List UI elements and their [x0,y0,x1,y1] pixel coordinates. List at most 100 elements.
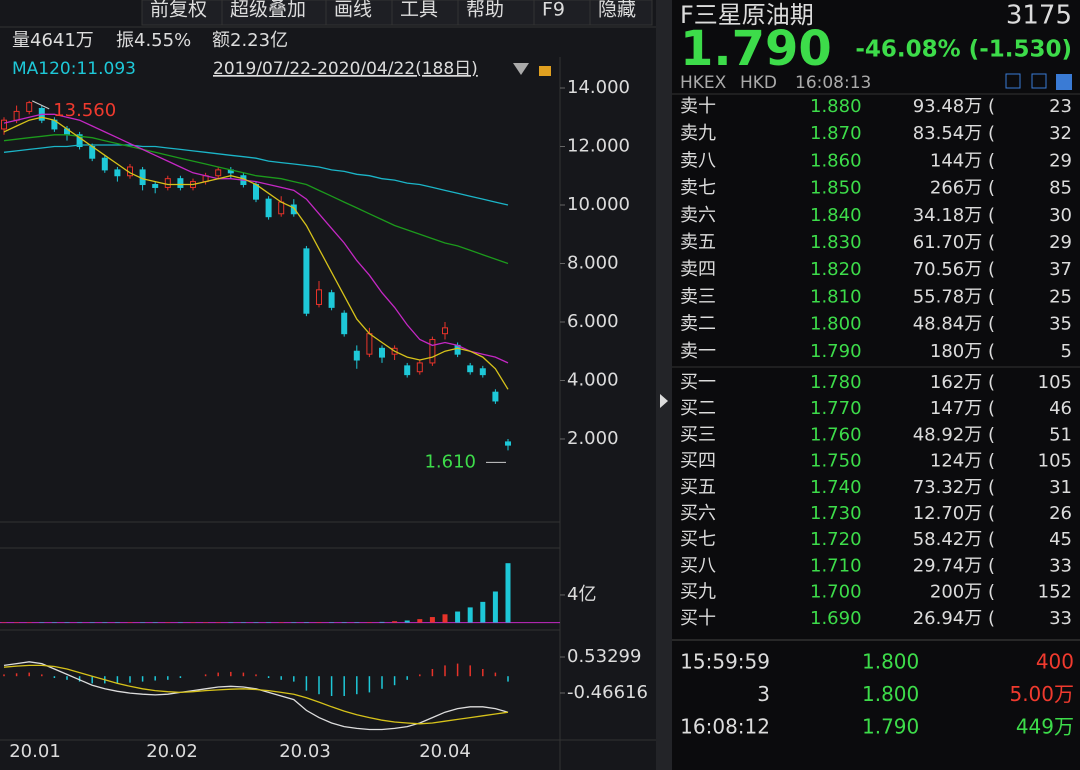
collapse-arrow[interactable] [660,394,668,408]
book-price: 1.760 [810,424,862,445]
toolbar-label[interactable]: 前复权 [150,0,207,21]
book-volume: 48.92万 ( [913,424,995,445]
candle-body [303,248,310,314]
currency: HKD [740,73,777,93]
volume-bar [366,622,372,623]
alert-icon[interactable] [1031,73,1047,89]
volume-bar [303,622,309,623]
book-price: 1.850 [810,178,862,199]
toolbar-button[interactable] [589,0,653,26]
candle-body [479,368,486,376]
volume-bar [26,622,32,623]
last-price: 1.790 [680,21,832,77]
toolbar-label[interactable]: 超级叠加 [230,0,306,21]
book-count: 29 [1049,232,1072,253]
volume-bar [77,622,83,623]
book-label: 买十 [680,608,716,629]
book-volume: 200万 ( [930,582,995,603]
volume-bar [354,622,360,623]
toolbar-label[interactable]: 画线 [334,0,372,21]
book-label: 买五 [680,477,716,498]
volume-bar [291,622,297,623]
x-tick-label: 20.02 [146,741,198,762]
book-count: 5 [1061,341,1072,362]
trade-price: 1.790 [862,715,919,739]
toolbar-button[interactable] [533,0,595,26]
candle-body [13,110,20,121]
book-count: 51 [1049,424,1072,445]
macd-line [3,664,509,725]
book-label: 买六 [680,503,716,524]
lock-icon[interactable] [539,66,551,76]
book-volume: 61.70万 ( [913,232,995,253]
book-volume: 162万 ( [930,372,995,393]
book-price: 1.790 [810,341,862,362]
y-tick-label: 14.000 [567,77,630,98]
book-label: 卖四 [680,259,716,280]
book-price: 1.710 [810,555,862,576]
candle-body [492,391,499,402]
add-icon[interactable] [1056,74,1072,90]
volume-bar [39,622,45,623]
exchange: HKEX [680,73,727,93]
volume-bar [127,622,133,623]
volume-bar [329,622,335,623]
x-tick-label: 20.03 [279,741,331,762]
ma-line [3,116,509,390]
toolbar-label[interactable]: 隐藏 [598,0,636,21]
book-count: 33 [1049,608,1072,629]
toolbar-button[interactable] [325,0,397,26]
book-volume: 26.94万 ( [913,608,995,629]
book-price: 1.690 [810,608,862,629]
book-price: 1.830 [810,232,862,253]
book-count: 32 [1049,123,1072,144]
volume-bar [253,622,259,623]
book-volume: 58.42万 ( [913,529,995,550]
candle-body [114,169,121,177]
book-count: 25 [1049,286,1072,307]
dropdown-icon[interactable] [513,63,529,75]
book-volume: 12.70万 ( [913,503,995,524]
ma-line [3,134,509,265]
volume-bar [114,622,120,623]
book-volume: 266万 ( [930,178,995,199]
volume-bar [492,591,498,623]
volume-bar [379,621,385,623]
book-label: 卖三 [680,286,716,307]
book-volume: 29.74万 ( [913,555,995,576]
book-label: 买七 [680,529,716,550]
candle-body [76,134,83,147]
book-count: 29 [1049,150,1072,171]
toolbar-label[interactable]: 工具 [400,0,438,21]
book-count: 23 [1049,96,1072,117]
instrument-name: F三星原油期 [680,1,814,29]
edit-icon[interactable] [1005,73,1021,89]
book-count: 35 [1049,314,1072,335]
y-tick-label: 2.000 [567,428,619,449]
book-label: 买一 [680,372,716,393]
macd-line [3,661,509,731]
book-price: 1.800 [810,314,862,335]
toolbar-button[interactable] [391,0,463,26]
quote-time: 16:08:13 [795,73,871,93]
candle-body [404,365,411,376]
book-price: 1.740 [810,477,862,498]
book-label: 买九 [680,582,716,603]
toolbar-label[interactable]: 帮助 [466,0,504,21]
date-range[interactable]: 2019/07/22-2020/04/22(188日) [213,59,478,79]
low-label: 1.610 [424,451,476,472]
volume-bar [152,622,158,623]
volume-bar [228,622,234,623]
book-label: 买三 [680,424,716,445]
candle-body [101,157,108,171]
candle-body [253,184,259,200]
trade-price: 1.800 [862,650,919,674]
volume-bar [1,622,7,623]
toolbar-label[interactable]: F9 [542,0,565,21]
book-price: 1.840 [810,205,862,226]
ma-label: MA120:11.093 [12,59,136,79]
volume-bar [467,607,473,623]
volume-bar [505,563,511,623]
book-count: 105 [1038,451,1072,472]
candle-body [467,365,474,373]
